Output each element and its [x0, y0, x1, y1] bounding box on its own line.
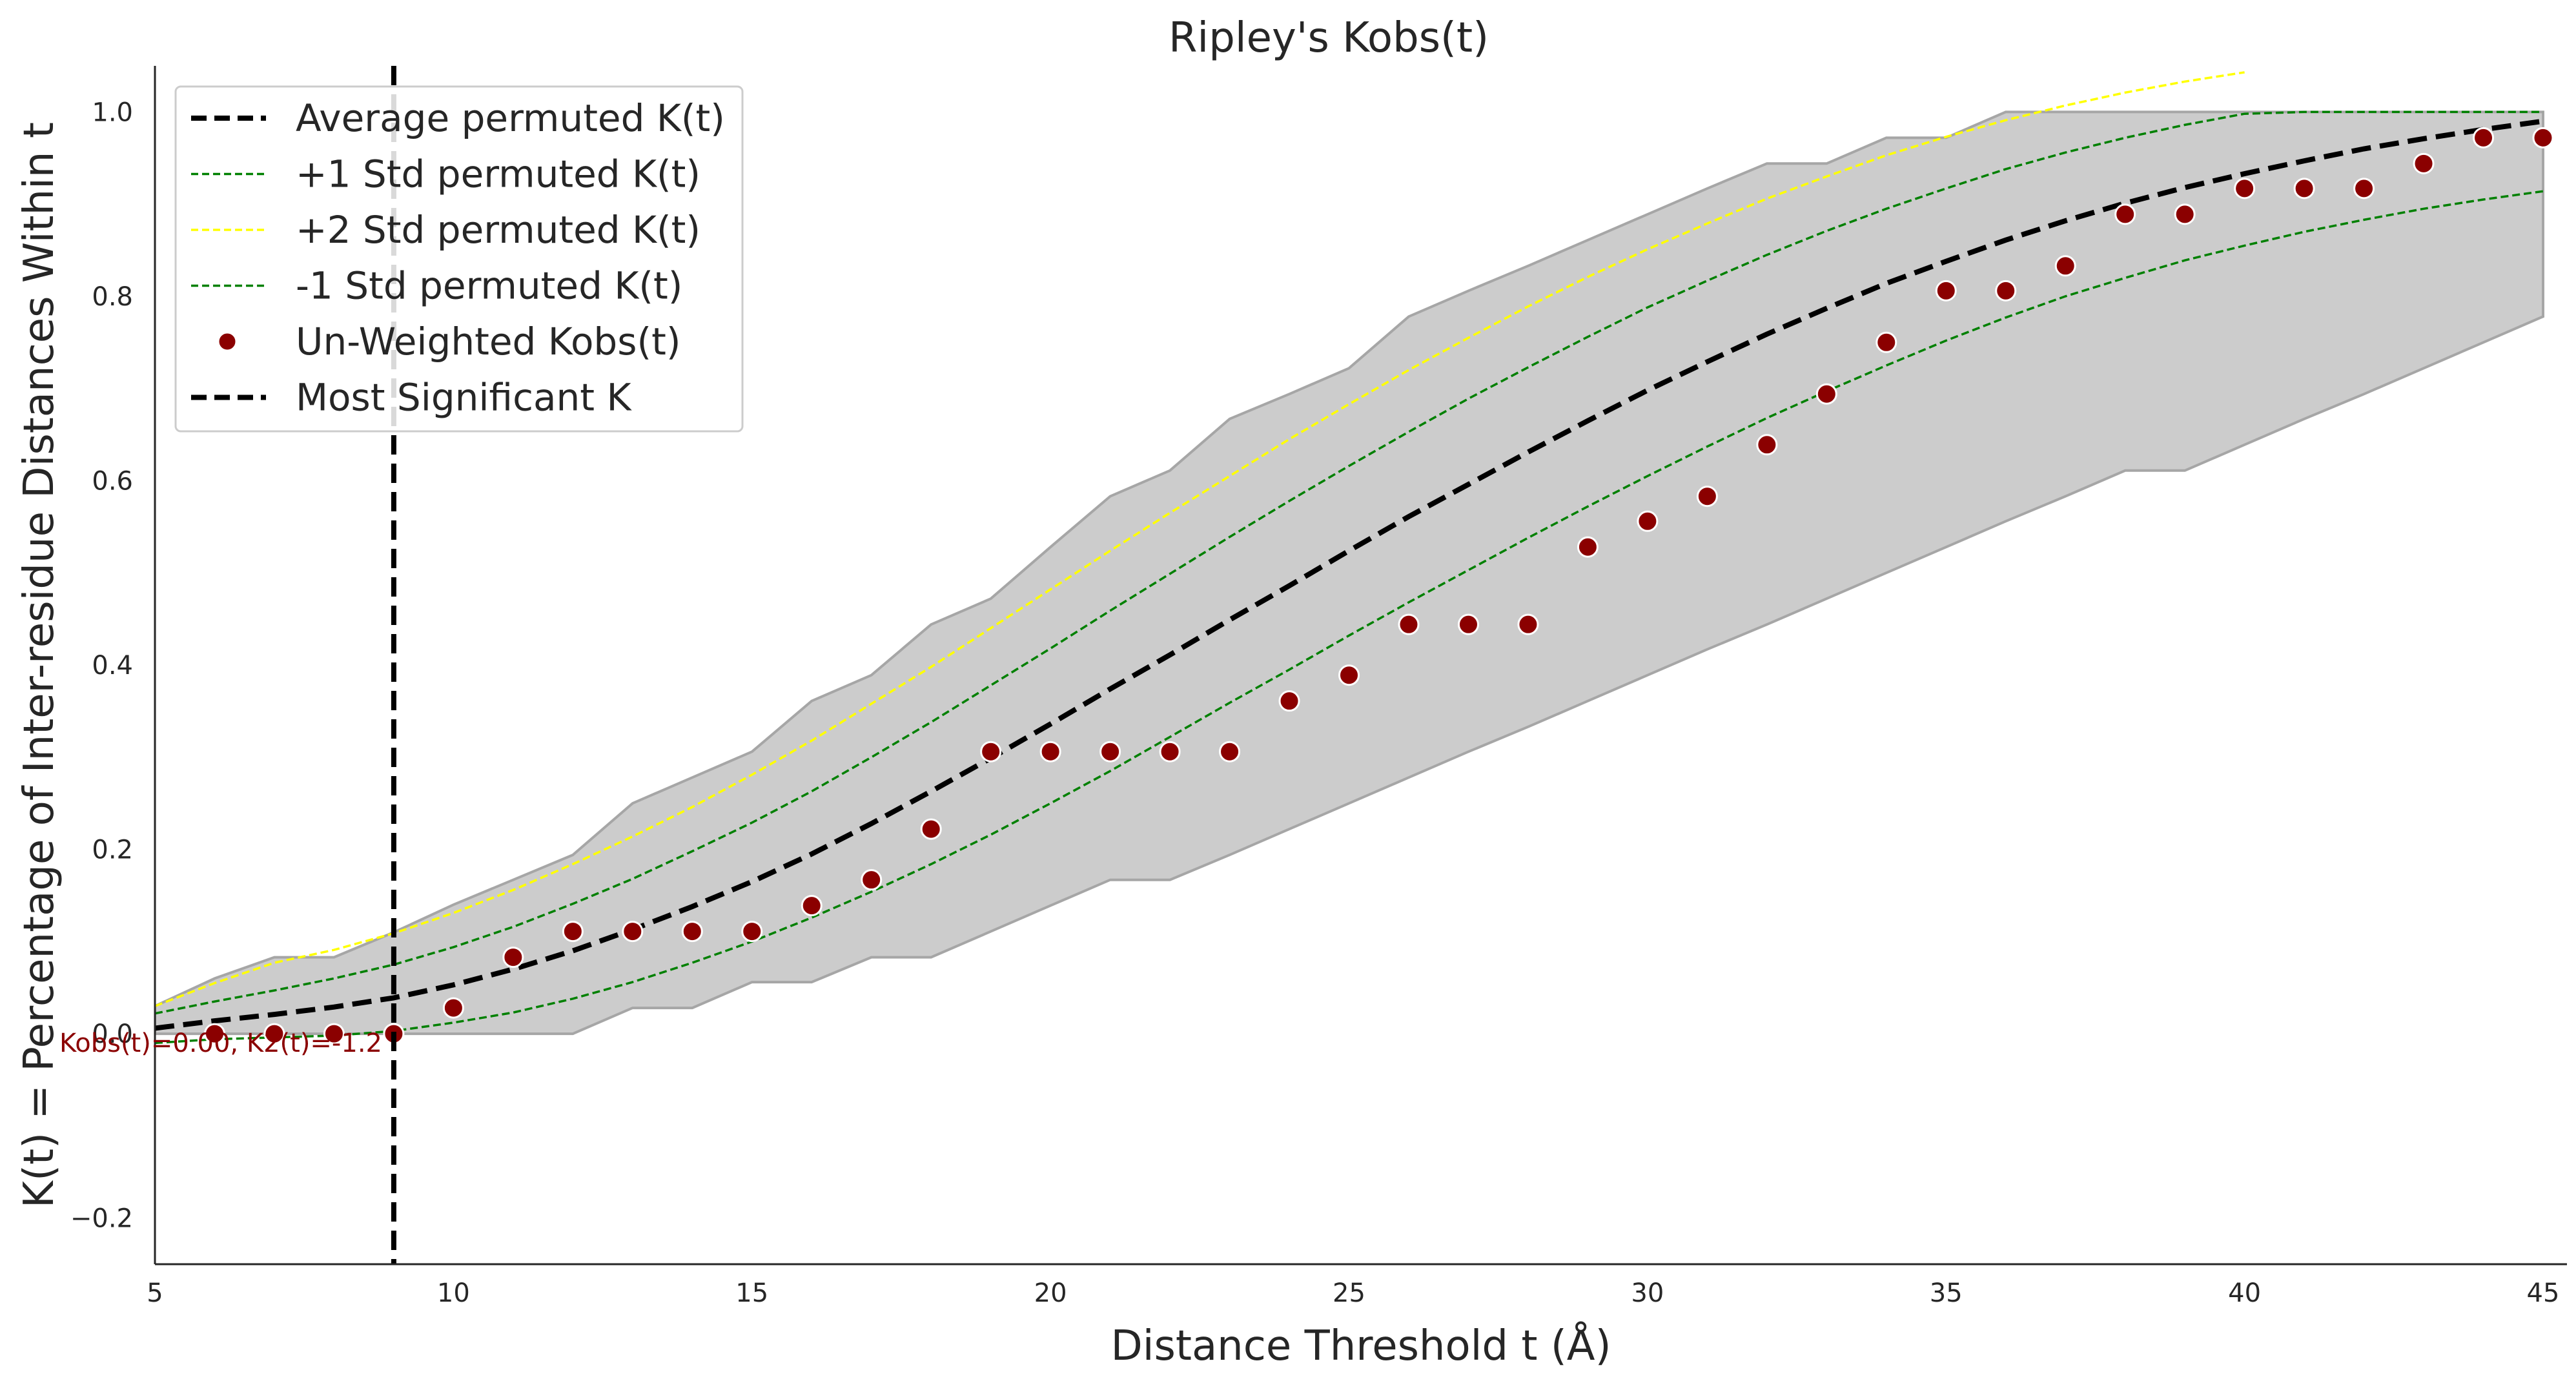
scatter-point [920, 818, 942, 840]
scatter-point [1159, 741, 1181, 763]
scatter-points [203, 127, 2554, 1045]
scatter-point [1815, 383, 1837, 405]
scatter-point [1577, 536, 1599, 558]
scatter-point [1398, 613, 1420, 635]
legend-frame [174, 85, 744, 433]
scatter-point [1338, 664, 1360, 686]
scatter-point [2473, 127, 2495, 149]
y-tick-label: 1.0 [92, 97, 133, 127]
scatter-point [1876, 331, 1897, 353]
scatter-point [562, 921, 584, 943]
scatter-point [1935, 280, 1957, 302]
legend-kobs-label: Un-Weighted Kobs(t) [296, 320, 680, 364]
scatter-point [203, 1023, 225, 1045]
series-line [155, 190, 2544, 1045]
scatter-point [1099, 741, 1121, 763]
scatter-point [801, 895, 823, 917]
y-axis-label: K(t) = Percentage of Inter-residue Dista… [15, 122, 63, 1208]
x-tick-label: 5 [147, 1278, 163, 1308]
scatter-point [2054, 255, 2076, 277]
y-tick-label: 0.2 [92, 835, 133, 865]
scatter-point [1637, 510, 1659, 532]
confidence-band [155, 110, 2544, 1036]
scatter-point [1039, 741, 1061, 763]
scatter-point [1696, 486, 1718, 507]
scatter-point [2532, 127, 2554, 149]
band-area [155, 110, 2544, 1036]
legend-plus2std-label: +2 Std permuted K(t) [296, 208, 700, 252]
legend-minus1std-label: -1 Std permuted K(t) [296, 264, 682, 308]
scatter-point [1517, 613, 1539, 635]
legend: Average permuted K(t) +1 Std permuted K(t… [174, 85, 744, 433]
scatter-point [2413, 152, 2435, 174]
legend-most-significant-label: Most Significant K [296, 376, 632, 420]
x-tick-labels: 5 10 15 20 25 30 35 40 45 [147, 1278, 2559, 1308]
scatter-point [2234, 178, 2256, 200]
scatter-point [2293, 178, 2315, 200]
series-line [155, 110, 2543, 1015]
scatter-point [442, 997, 464, 1019]
scatter-point [1457, 613, 1479, 635]
scatter-point [1219, 741, 1241, 763]
x-tick-label: 15 [735, 1278, 768, 1308]
scatter-point [323, 1023, 345, 1045]
x-tick-label: 30 [1631, 1278, 1664, 1308]
scatter-point [263, 1023, 285, 1045]
scatter-point [502, 947, 524, 968]
x-tick-label: 25 [1333, 1278, 1365, 1308]
chart-title: Ripley's Kobs(t) [1169, 14, 1489, 62]
y-tick-label: −0.2 [70, 1204, 133, 1234]
x-tick-label: 40 [2228, 1278, 2261, 1308]
y-tick-label: 0.6 [92, 466, 133, 496]
legend-average-label: Average permuted K(t) [296, 96, 725, 140]
scatter-point [1995, 280, 2017, 302]
scatter-point [2114, 203, 2136, 225]
y-tick-label: 0.8 [92, 282, 133, 312]
scatter-point [741, 921, 763, 943]
legend-plus1std-label: +1 Std permuted K(t) [296, 152, 700, 196]
scatter-point [681, 921, 703, 943]
x-tick-label: 35 [1930, 1278, 1963, 1308]
scatter-point [861, 869, 883, 891]
scatter-point [622, 921, 644, 943]
axes [154, 66, 2567, 1265]
series-line [155, 71, 2245, 1007]
x-tick-label: 20 [1034, 1278, 1067, 1308]
scatter-point [2174, 203, 2196, 225]
scatter-point [980, 741, 1002, 763]
series-line [155, 118, 2544, 1031]
y-tick-label: 0.0 [92, 1019, 133, 1049]
y-tick-labels: −0.2 0.0 0.2 0.4 0.6 0.8 1.0 [70, 97, 133, 1233]
y-tick-label: 0.4 [92, 651, 133, 681]
scatter-point [2353, 178, 2375, 200]
x-tick-label: 45 [2527, 1278, 2560, 1308]
scatter-point [1278, 690, 1300, 712]
scatter-point [1756, 434, 1778, 456]
legend-kobs-swatch [217, 331, 238, 352]
x-tick-label: 10 [437, 1278, 470, 1308]
x-axis-label: Distance Threshold t (Å) [1110, 1321, 1611, 1370]
kobs-annotation: Kobs(t)=0.00, K2(t)=-1.2 [59, 1029, 382, 1058]
series-lines [155, 71, 2544, 1045]
